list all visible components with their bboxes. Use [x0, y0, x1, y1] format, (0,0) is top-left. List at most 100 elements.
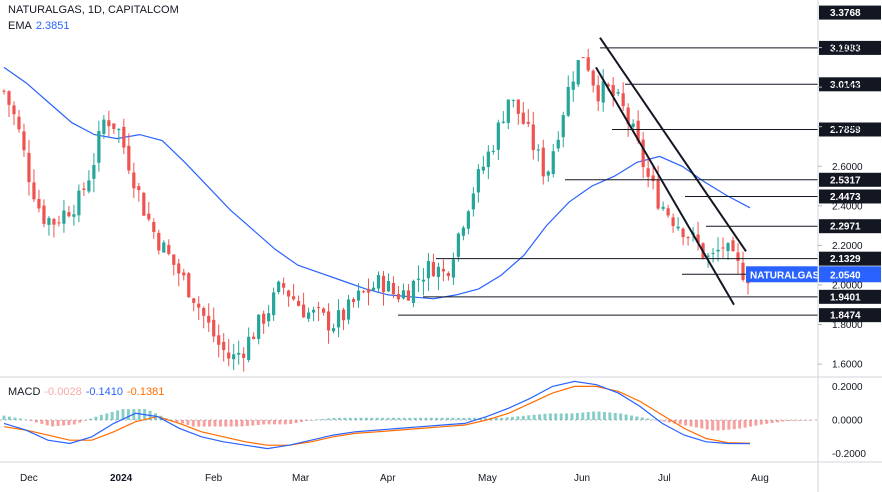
macd-histogram-bar: [748, 420, 752, 427]
key-level-label: 2.5317: [830, 175, 861, 186]
key-level-tag: [819, 5, 881, 20]
candle-body: [262, 313, 266, 324]
candle-body: [217, 335, 221, 345]
candle-body: [641, 139, 645, 168]
candle-body: [396, 293, 401, 300]
candle-body: [42, 205, 46, 224]
candle-body: [32, 182, 36, 200]
candle-body: [606, 84, 610, 87]
macd-histogram-bar: [24, 419, 28, 421]
macd-histogram-bar: [408, 417, 412, 420]
macd-histogram-bar: [67, 420, 71, 425]
current-price-tag: [819, 266, 881, 283]
candle-body: [207, 315, 211, 323]
price-tick-label: 2.6000: [832, 162, 863, 173]
candle-body: [441, 268, 446, 272]
candle-body: [656, 179, 660, 209]
macd-histogram-bar: [332, 417, 336, 420]
macd-histogram-bar: [640, 417, 644, 420]
candle-body: [481, 166, 485, 171]
key-level-tag: [819, 172, 881, 187]
candle-body: [57, 222, 61, 224]
candle-body: [227, 352, 231, 359]
candle-body: [741, 262, 745, 280]
downtrend-channel[interactable]: [595, 37, 747, 306]
macd-histogram-bar: [694, 420, 698, 428]
candle-body: [356, 290, 361, 301]
macd-histogram-bar: [721, 420, 725, 431]
macd-histogram-bar: [629, 415, 633, 420]
macd-histogram-bar: [635, 416, 639, 420]
time-label: Feb: [205, 473, 223, 484]
candle-body: [496, 122, 500, 150]
time-label: Apr: [380, 473, 396, 484]
candle-body: [272, 292, 276, 316]
candle-body: [491, 150, 495, 152]
key-level-label: 2.2971: [830, 222, 861, 233]
macd-histogram-bar: [137, 409, 141, 420]
macd-histogram-bar: [354, 417, 358, 420]
key-level-label: 1.8474: [830, 311, 861, 322]
time-label: 2024: [110, 473, 133, 484]
macd-histogram-bar: [110, 411, 114, 420]
macd-histogram-bar: [516, 416, 520, 420]
price-tick-label: 2.2000: [832, 241, 863, 252]
key-level-tag: [819, 308, 881, 323]
candle-body: [117, 129, 121, 131]
candle-body: [346, 299, 351, 320]
candle-body: [2, 90, 6, 92]
macd-histogram-bar: [213, 420, 217, 427]
ema-legend[interactable]: EMA 2.3851: [8, 20, 70, 32]
channel-lower-line: [595, 66, 735, 306]
candle-body: [696, 234, 700, 244]
macd-histogram-bar: [240, 420, 244, 427]
macd-legend[interactable]: MACD -0.0028 -0.1410 -0.1381: [8, 386, 164, 398]
macd-histogram-bar: [651, 419, 655, 421]
macd-histogram-bar: [310, 419, 314, 421]
price-tick-label: 1.8000: [832, 320, 863, 331]
candle-body: [311, 309, 316, 313]
candle-body: [426, 260, 431, 279]
candle-body: [506, 99, 510, 123]
macd-histogram-bar: [446, 417, 450, 420]
candle-body: [661, 206, 665, 209]
macd-histogram-bar: [624, 414, 628, 420]
candle-body: [671, 217, 675, 227]
candle-body: [157, 232, 161, 251]
candle-body: [17, 116, 21, 130]
macd-histogram-bar: [581, 412, 585, 420]
candle-body: [172, 254, 176, 265]
macd-histogram-bar: [575, 413, 579, 420]
key-level-tag: [819, 189, 881, 204]
candle-body: [112, 123, 116, 129]
macd-histogram-bar: [440, 417, 444, 420]
macd-histogram-bar: [792, 420, 796, 421]
macd-histogram-bar: [116, 410, 120, 420]
candle-body: [416, 278, 421, 280]
macd-histogram-bar: [224, 420, 228, 427]
macd-histogram-bar: [689, 420, 693, 427]
candle-body: [162, 242, 166, 253]
candle-body: [282, 283, 286, 288]
macd-histogram-bar: [602, 411, 606, 420]
macd-histogram-bar: [592, 411, 596, 420]
time-label: Jun: [574, 473, 590, 484]
macd-histogram-bar: [754, 420, 758, 426]
key-level-tag: [819, 251, 881, 266]
candle-body: [611, 85, 615, 96]
candle-body: [127, 145, 131, 171]
macd-histogram-bar: [684, 420, 688, 426]
candle-body: [97, 131, 101, 163]
key-level-tag: [819, 77, 881, 92]
time-label: May: [478, 473, 497, 484]
candle-body: [626, 107, 630, 125]
candle-body: [681, 228, 685, 238]
candle-body: [297, 300, 301, 306]
macd-histogram-bar: [424, 417, 428, 420]
macd-histogram-bar: [559, 413, 563, 420]
price-tick-label: 1.6000: [832, 360, 863, 371]
macd-histogram-bar: [532, 414, 536, 420]
ema-legend-value: 2.3851: [35, 20, 70, 32]
macd-histogram-bar: [467, 417, 471, 420]
